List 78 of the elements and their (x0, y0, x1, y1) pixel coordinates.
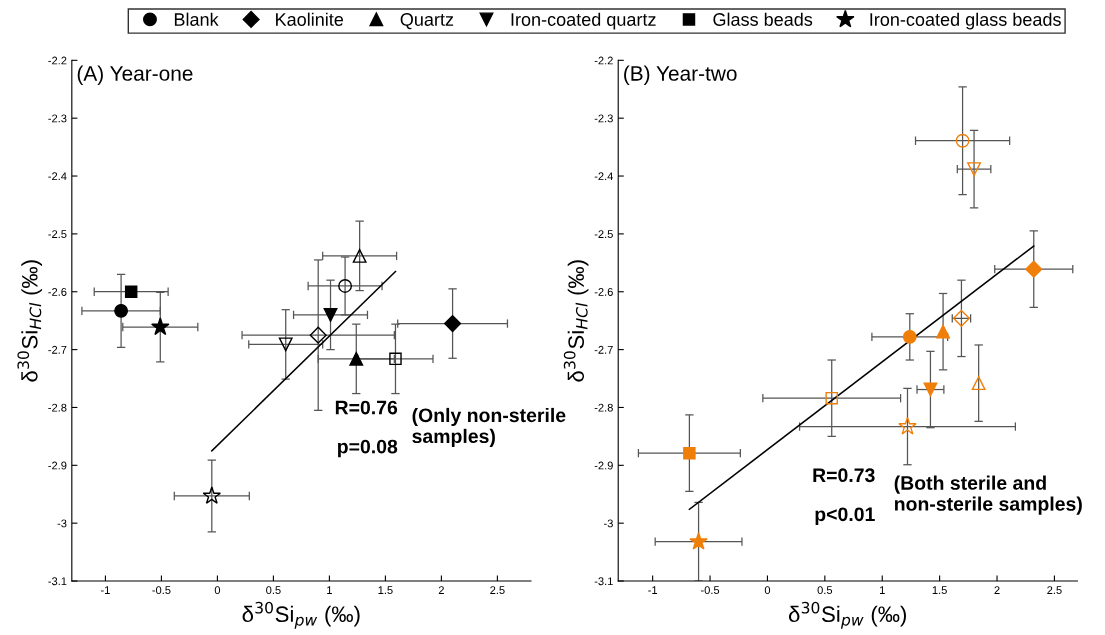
y-tick-label: -3.1 (594, 577, 613, 586)
x-tick-label: 0 (214, 586, 221, 595)
point (202, 486, 222, 504)
x-tick-label: -1 (648, 586, 658, 594)
y-tick-label: -2.3 (594, 114, 613, 123)
x-tick-label: 0 (764, 586, 771, 595)
x-axis-title: δ$^{30}$Si$_{pw}$ (‰) (788, 601, 906, 629)
point (898, 416, 917, 435)
point (338, 279, 353, 293)
y-tick-label: -2.9 (48, 461, 67, 470)
x-tick-label: 2 (438, 586, 444, 594)
y-tick-label: -2.2 (48, 56, 67, 65)
point (683, 446, 696, 460)
x-tick-label: 2.5 (1047, 586, 1062, 595)
legend-label: Blank (174, 12, 219, 26)
y-tick-label: -2.2 (594, 56, 613, 65)
x-tick-label: -1 (100, 586, 110, 594)
legend-label: Kaolinite (276, 12, 344, 26)
y-tick-label: -2.4 (48, 172, 67, 181)
x-tick-label: 0.5 (817, 586, 833, 595)
x-tick-label: 1 (879, 586, 885, 594)
x-tick-label: 2 (994, 586, 1000, 594)
point (689, 531, 708, 550)
point (936, 324, 951, 339)
annotation: p<0.01 (815, 507, 875, 525)
y-tick-label: -3.1 (48, 577, 67, 586)
x-axis-title: δ$^{30}$Si$_{pw}$ (‰) (242, 601, 360, 629)
x-tick-label: 1 (327, 586, 332, 594)
legend-label: Iron-coated glass beads (870, 12, 1061, 30)
annotation: p=0.08 (338, 439, 398, 458)
y-tick-label: -2.4 (594, 172, 614, 181)
x-tick-label: -0.5 (152, 586, 171, 595)
annotation: R=0.73 (813, 468, 875, 483)
point (955, 133, 970, 148)
x-tick-label: -0.5 (700, 586, 720, 595)
y-tick-label: -2.7 (594, 345, 613, 354)
point (114, 303, 129, 318)
legend-label: Quartz (400, 13, 454, 30)
y-tick-label: -2.7 (48, 345, 67, 354)
point (352, 248, 367, 263)
chart-title: (A) Year-one (77, 65, 193, 85)
point (952, 309, 970, 327)
point (825, 391, 838, 405)
point (309, 326, 327, 344)
y-axis-title: δ$^{30}$Si$_{HCl}$ (‰) (17, 260, 43, 382)
annotation: (Both sterile and non-sterile samples) (894, 475, 1082, 515)
point (923, 382, 938, 397)
y-tick-label: -2.5 (594, 230, 613, 239)
point (1025, 260, 1043, 278)
point (971, 376, 986, 391)
y-tick-label: -2.8 (594, 403, 613, 412)
chart-title: (B) Year-two (624, 65, 737, 85)
point (124, 285, 138, 298)
x-tick-label: 0.5 (266, 586, 281, 595)
point (902, 329, 917, 344)
point (444, 315, 462, 333)
y-tick-label: -2.6 (48, 288, 67, 296)
y-tick-label: -2.6 (594, 288, 613, 296)
y-tick-label: -3 (603, 519, 613, 528)
point (967, 162, 982, 177)
annotation: (Only non-sterile samples) (412, 407, 566, 447)
y-tick-label: -2.8 (48, 403, 67, 412)
point (323, 307, 338, 322)
point (389, 352, 402, 366)
x-tick-label: 1.5 (932, 586, 947, 595)
y-tick-label: -2.5 (48, 230, 67, 239)
y-tick-label: -2.3 (48, 114, 67, 123)
y-tick-label: -3 (57, 519, 67, 528)
legend-label: Iron-coated quartz (511, 12, 656, 30)
y-axis-title: δ$^{30}$Si$_{HCl}$ (‰) (563, 260, 589, 382)
legend-label: Glass beads (713, 12, 813, 26)
y-tick-label: -2.9 (594, 461, 613, 470)
point (278, 337, 293, 352)
annotation: R=0.76 (335, 400, 398, 415)
point (349, 351, 364, 366)
x-tick-label: 2.5 (490, 586, 505, 595)
x-tick-label: 1.5 (378, 586, 393, 595)
point (151, 317, 170, 336)
